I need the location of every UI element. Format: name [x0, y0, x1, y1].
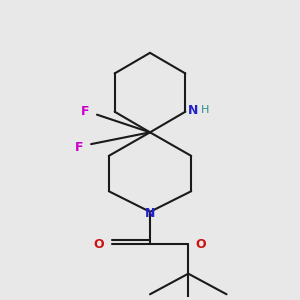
Text: H: H — [201, 105, 209, 115]
Text: F: F — [81, 105, 90, 118]
Text: N: N — [188, 104, 199, 117]
Text: O: O — [94, 238, 104, 251]
Text: N: N — [145, 207, 155, 220]
Text: O: O — [196, 238, 206, 251]
Text: F: F — [75, 141, 84, 154]
